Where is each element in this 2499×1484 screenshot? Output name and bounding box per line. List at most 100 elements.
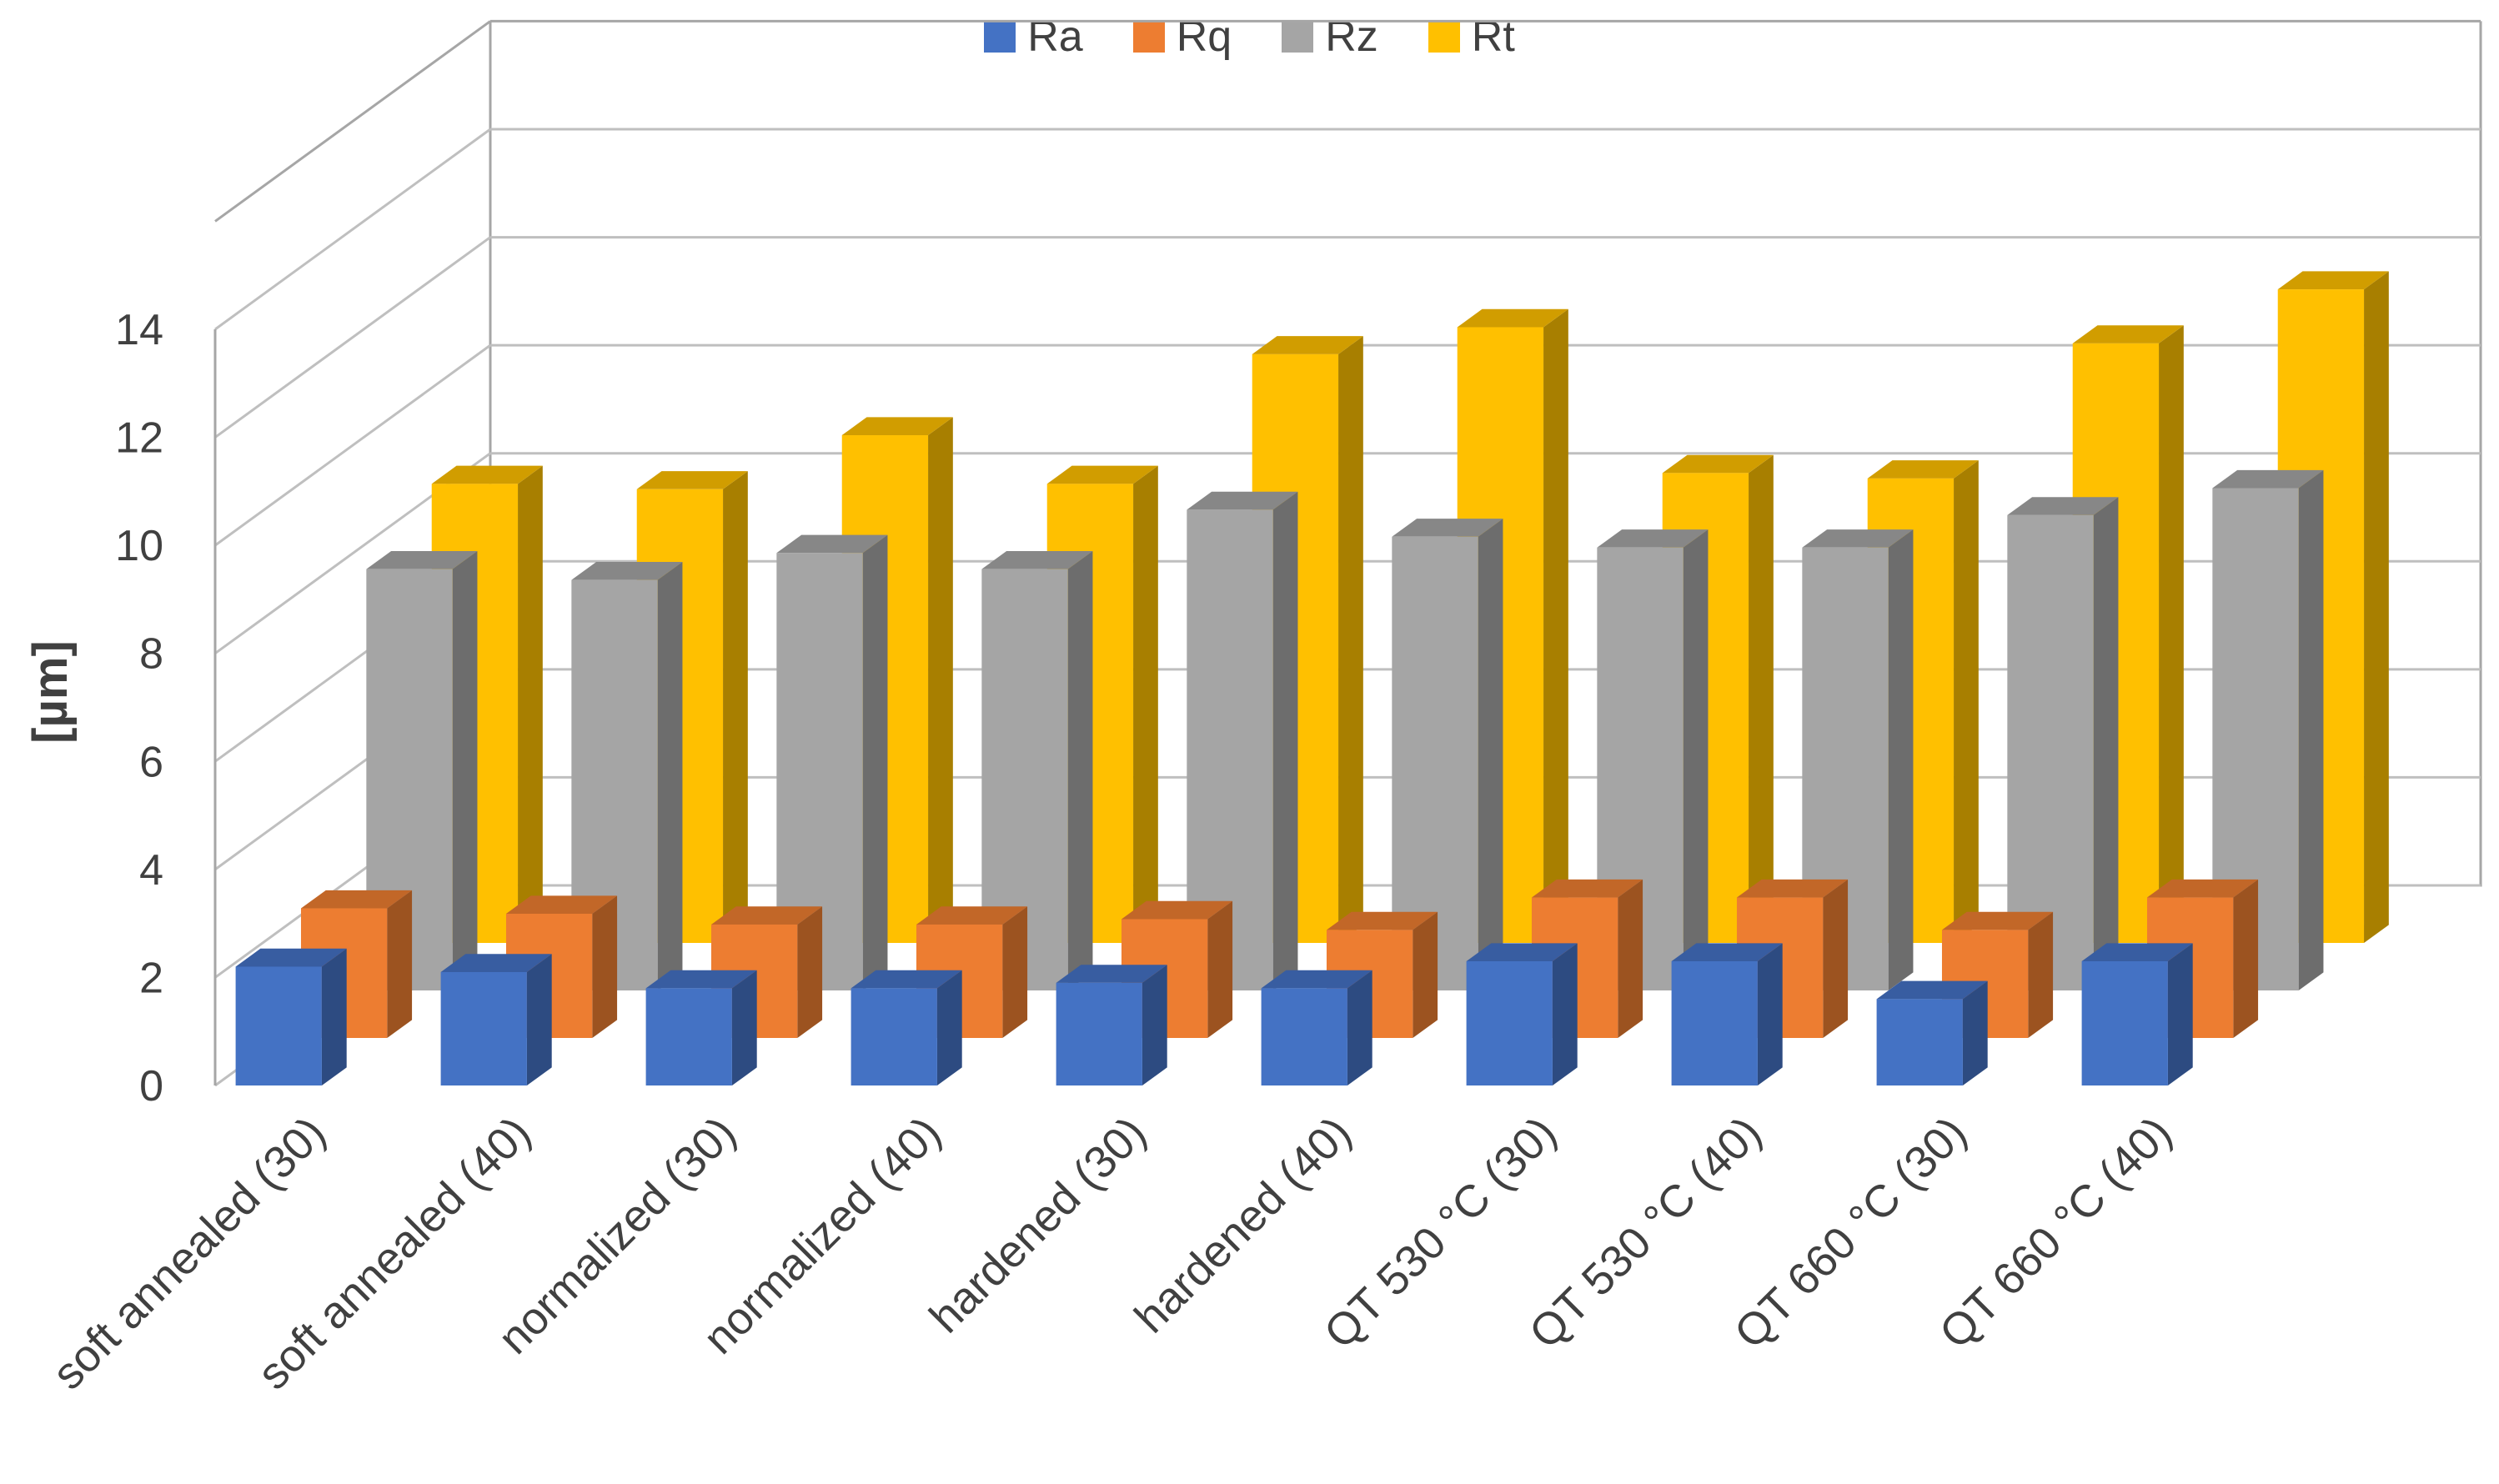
bar-side-ra-7 xyxy=(1757,943,1783,1085)
legend-swatch xyxy=(1428,21,1460,53)
bar-ra-9 xyxy=(2081,960,2168,1085)
bar-top-rq-6 xyxy=(1531,879,1643,898)
bar-ra-4 xyxy=(1056,982,1142,1085)
y-tick-label: 2 xyxy=(139,954,163,1002)
bar-top-rz-6 xyxy=(1597,529,1709,548)
bar-side-rt-5 xyxy=(1543,308,1568,944)
bar-top-rz-2 xyxy=(776,534,888,554)
bar-top-rz-7 xyxy=(1802,529,1914,548)
gridline-side-12 xyxy=(214,236,491,439)
bar-ra-7 xyxy=(1671,960,1758,1085)
bar-top-rq-1 xyxy=(505,895,618,914)
bar-top-ra-1 xyxy=(440,954,552,972)
y-tick-label: 12 xyxy=(115,414,163,463)
legend-swatch xyxy=(1132,21,1165,53)
bar-side-ra-3 xyxy=(936,970,962,1085)
bar-top-rq-0 xyxy=(300,890,413,909)
bar-top-ra-7 xyxy=(1671,943,1783,961)
bar-side-ra-5 xyxy=(1347,970,1372,1085)
bar-top-ra-0 xyxy=(235,948,347,967)
bar-side-rz-3 xyxy=(1067,551,1093,990)
bar-side-ra-4 xyxy=(1142,965,1167,1085)
bar-top-rq-3 xyxy=(916,906,1028,925)
bar-side-rq-4 xyxy=(1207,900,1233,1038)
bar-side-rt-1 xyxy=(723,471,748,943)
bar-top-rt-0 xyxy=(431,465,543,484)
bar-top-rt-9 xyxy=(2277,271,2389,290)
bar-side-rz-1 xyxy=(657,561,683,990)
bar-side-ra-8 xyxy=(1962,980,1988,1085)
bar-top-rq-4 xyxy=(1121,900,1233,920)
bar-side-rq-6 xyxy=(1618,879,1643,1038)
bar-top-rt-7 xyxy=(1867,460,1979,479)
bar-side-rz-4 xyxy=(1272,491,1298,990)
bar-side-rq-8 xyxy=(2028,911,2054,1038)
y-tick-label: 8 xyxy=(139,630,163,679)
bar-top-ra-2 xyxy=(645,970,757,989)
bar-side-ra-2 xyxy=(731,970,757,1085)
bar-side-rz-5 xyxy=(1478,519,1503,990)
bar-side-rt-4 xyxy=(1338,336,1363,943)
bar-side-ra-1 xyxy=(526,954,552,1085)
bar-side-rz-2 xyxy=(862,534,888,990)
y-tick-label: 6 xyxy=(139,738,163,786)
bar-top-rz-1 xyxy=(571,561,683,580)
category-label: hardened (40) xyxy=(1125,1107,1360,1342)
bar-ra-3 xyxy=(851,988,937,1085)
bar-top-rq-5 xyxy=(1326,911,1438,930)
bar-side-rt-7 xyxy=(1954,460,1979,943)
bar-top-rt-6 xyxy=(1662,454,1774,474)
bar-side-rq-3 xyxy=(1002,906,1028,1038)
bar-rz-8 xyxy=(2007,514,2094,990)
bar-side-rq-7 xyxy=(1823,879,1849,1038)
bar-top-ra-4 xyxy=(1056,965,1167,983)
bar-top-rt-2 xyxy=(841,417,953,436)
bar-top-ra-6 xyxy=(1466,943,1578,961)
bar-top-rt-4 xyxy=(1252,336,1363,354)
bar-top-rz-4 xyxy=(1187,491,1298,510)
bar-side-rz-6 xyxy=(1683,529,1709,990)
bar-top-rt-5 xyxy=(1457,308,1568,328)
bar-side-ra-9 xyxy=(2167,943,2193,1085)
bar-side-rt-9 xyxy=(2364,271,2389,943)
bar-side-ra-0 xyxy=(321,948,347,1085)
bar-top-ra-3 xyxy=(851,970,962,989)
bar-side-rq-1 xyxy=(592,895,618,1038)
bar-top-rz-3 xyxy=(981,551,1093,569)
bar-ra-2 xyxy=(645,988,732,1085)
bar-top-rz-9 xyxy=(2212,469,2324,489)
bar-ra-8 xyxy=(1876,999,1963,1085)
bar-top-rz-8 xyxy=(2007,497,2119,515)
bar-side-rt-6 xyxy=(1749,454,1774,943)
bar-top-ra-9 xyxy=(2081,943,2193,961)
bar-side-rq-9 xyxy=(2233,879,2259,1038)
bar-top-rz-0 xyxy=(366,551,478,569)
y-tick-label: 14 xyxy=(115,306,163,354)
y-tick-label: 10 xyxy=(115,522,163,570)
bar-top-rt-8 xyxy=(2072,325,2184,343)
bar-side-rq-5 xyxy=(1413,911,1438,1038)
bar-side-rz-9 xyxy=(2298,469,2324,990)
side-wall-top xyxy=(214,20,491,223)
bar-top-rz-5 xyxy=(1392,519,1503,537)
bar-side-rz-7 xyxy=(1888,529,1914,990)
bar-side-rt-0 xyxy=(518,465,543,943)
legend-swatch xyxy=(1282,21,1314,53)
bar-top-ra-8 xyxy=(1876,980,1988,1000)
bar-top-rq-9 xyxy=(2146,879,2259,898)
category-label: hardened (30) xyxy=(920,1107,1155,1342)
bar-side-rt-8 xyxy=(2159,325,2184,943)
bar-side-ra-6 xyxy=(1552,943,1578,1085)
bar-ra-5 xyxy=(1261,988,1347,1085)
bar-top-rt-1 xyxy=(636,471,748,489)
bar-ra-0 xyxy=(235,966,322,1085)
bar-side-rz-8 xyxy=(2093,497,2119,990)
bar-side-rq-0 xyxy=(387,890,413,1038)
bar-top-rq-7 xyxy=(1736,879,1849,898)
bar-ra-6 xyxy=(1466,960,1553,1085)
bar-side-rt-3 xyxy=(1133,465,1158,943)
bar-top-rq-2 xyxy=(710,906,823,925)
bar-top-rq-8 xyxy=(1941,911,2054,930)
